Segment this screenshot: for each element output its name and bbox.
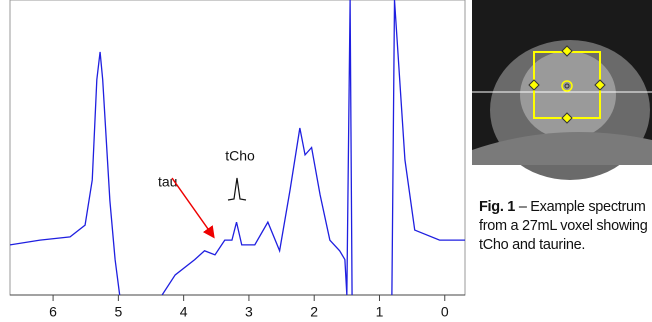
caption-label: Fig. 1 <box>479 199 515 215</box>
x-tick-label: 1 <box>376 304 384 320</box>
annotation: tCho <box>225 148 255 164</box>
caption: Fig. 1 – Example spectrum from a 27mL vo… <box>479 198 651 255</box>
x-tick-label: 6 <box>49 304 57 320</box>
figure: tau tCho 6543210 <box>0 0 652 322</box>
x-tick-label: 3 <box>245 304 253 320</box>
x-tick-label: 5 <box>114 304 122 320</box>
x-tick-label: 2 <box>310 304 318 320</box>
x-tick-label: 4 <box>180 304 188 320</box>
x-tick-label: 0 <box>441 304 449 320</box>
page: tau tCho 6543210 Fig. 1 – Example spectr… <box>0 0 652 322</box>
mri-image <box>472 0 652 180</box>
